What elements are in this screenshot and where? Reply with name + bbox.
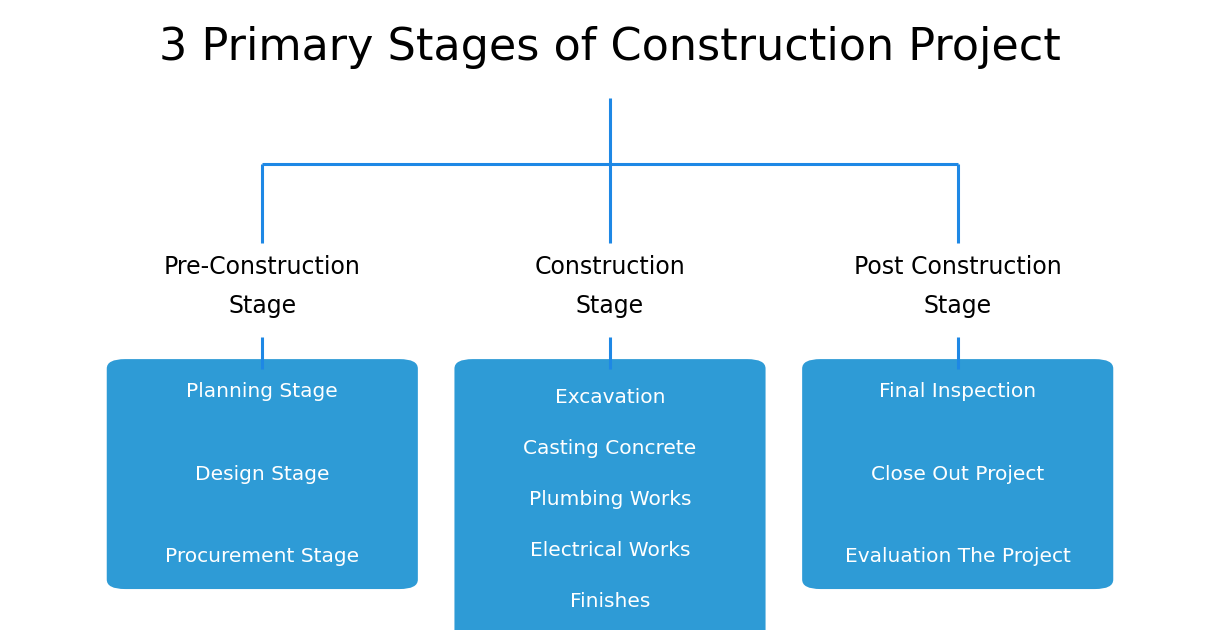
Text: Electrical Works: Electrical Works xyxy=(529,541,691,560)
Text: Casting Concrete: Casting Concrete xyxy=(523,438,697,458)
Text: Procurement Stage: Procurement Stage xyxy=(165,547,360,566)
Text: Finishes: Finishes xyxy=(570,592,650,610)
FancyBboxPatch shape xyxy=(803,359,1113,589)
Text: Evaluation The Project: Evaluation The Project xyxy=(844,547,1071,566)
Text: 3 Primary Stages of Construction Project: 3 Primary Stages of Construction Project xyxy=(159,26,1061,69)
Text: Plumbing Works: Plumbing Works xyxy=(528,490,692,509)
FancyBboxPatch shape xyxy=(454,359,766,630)
Text: Final Inspection: Final Inspection xyxy=(880,382,1036,401)
Text: Pre-Construction
Stage: Pre-Construction Stage xyxy=(163,255,361,318)
Text: Design Stage: Design Stage xyxy=(195,464,329,484)
Text: Close Out Project: Close Out Project xyxy=(871,464,1044,484)
Text: Construction
Stage: Construction Stage xyxy=(534,255,686,318)
Text: Post Construction
Stage: Post Construction Stage xyxy=(854,255,1061,318)
FancyBboxPatch shape xyxy=(107,359,417,589)
Text: Excavation: Excavation xyxy=(555,388,665,407)
Text: Planning Stage: Planning Stage xyxy=(187,382,338,401)
